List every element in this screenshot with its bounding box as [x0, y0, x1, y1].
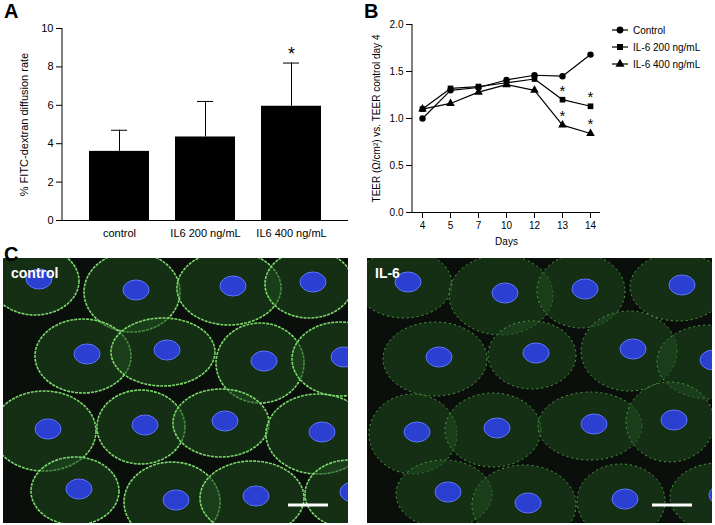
svg-text:14: 14	[585, 220, 597, 231]
svg-text:5: 5	[448, 220, 454, 231]
svg-text:6: 6	[47, 99, 53, 111]
svg-text:2: 2	[47, 176, 53, 188]
svg-text:control: control	[11, 265, 58, 281]
html-text:B: B	[364, 0, 379, 22]
svg-text:control: control	[103, 227, 136, 239]
svg-text:8: 8	[47, 60, 53, 72]
svg-text:4: 4	[420, 220, 426, 231]
svg-text:*: *	[560, 82, 566, 99]
svg-text:12: 12	[529, 220, 541, 231]
svg-text:*: *	[588, 115, 594, 132]
svg-text:2.0: 2.0	[390, 19, 404, 30]
svg-text:10: 10	[41, 22, 53, 34]
svg-text:% FITC-dextran diffusion rate: % FITC-dextran diffusion rate	[18, 53, 30, 196]
svg-text:0: 0	[47, 214, 53, 226]
svg-text:IL6 200 ng/mL: IL6 200 ng/mL	[170, 227, 240, 239]
svg-text:7: 7	[476, 220, 482, 231]
svg-text:*: *	[288, 44, 295, 64]
svg-text:4: 4	[47, 137, 53, 149]
html-text:C: C	[4, 243, 19, 265]
svg-text:Days: Days	[495, 236, 518, 247]
svg-text:TEER (Ω/cm²) vs. TEER control: TEER (Ω/cm²) vs. TEER control day 4	[371, 34, 382, 202]
svg-text:10: 10	[501, 220, 513, 231]
svg-text:1.5: 1.5	[390, 66, 404, 77]
svg-text:IL-6 200 ng/mL: IL-6 200 ng/mL	[633, 42, 701, 53]
svg-text:Control: Control	[633, 25, 665, 36]
svg-text:13: 13	[557, 220, 569, 231]
svg-text:0.5: 0.5	[390, 160, 404, 171]
svg-text:1.0: 1.0	[390, 113, 404, 124]
html-text:A: A	[4, 0, 19, 22]
svg-text:IL-6 400 ng/mL: IL-6 400 ng/mL	[633, 59, 701, 70]
svg-text:IL-6: IL-6	[375, 265, 400, 281]
svg-text:IL6 400 ng/mL: IL6 400 ng/mL	[256, 227, 326, 239]
svg-text:*: *	[560, 107, 566, 124]
svg-text:*: *	[588, 88, 594, 105]
svg-text:0.0: 0.0	[390, 207, 404, 218]
